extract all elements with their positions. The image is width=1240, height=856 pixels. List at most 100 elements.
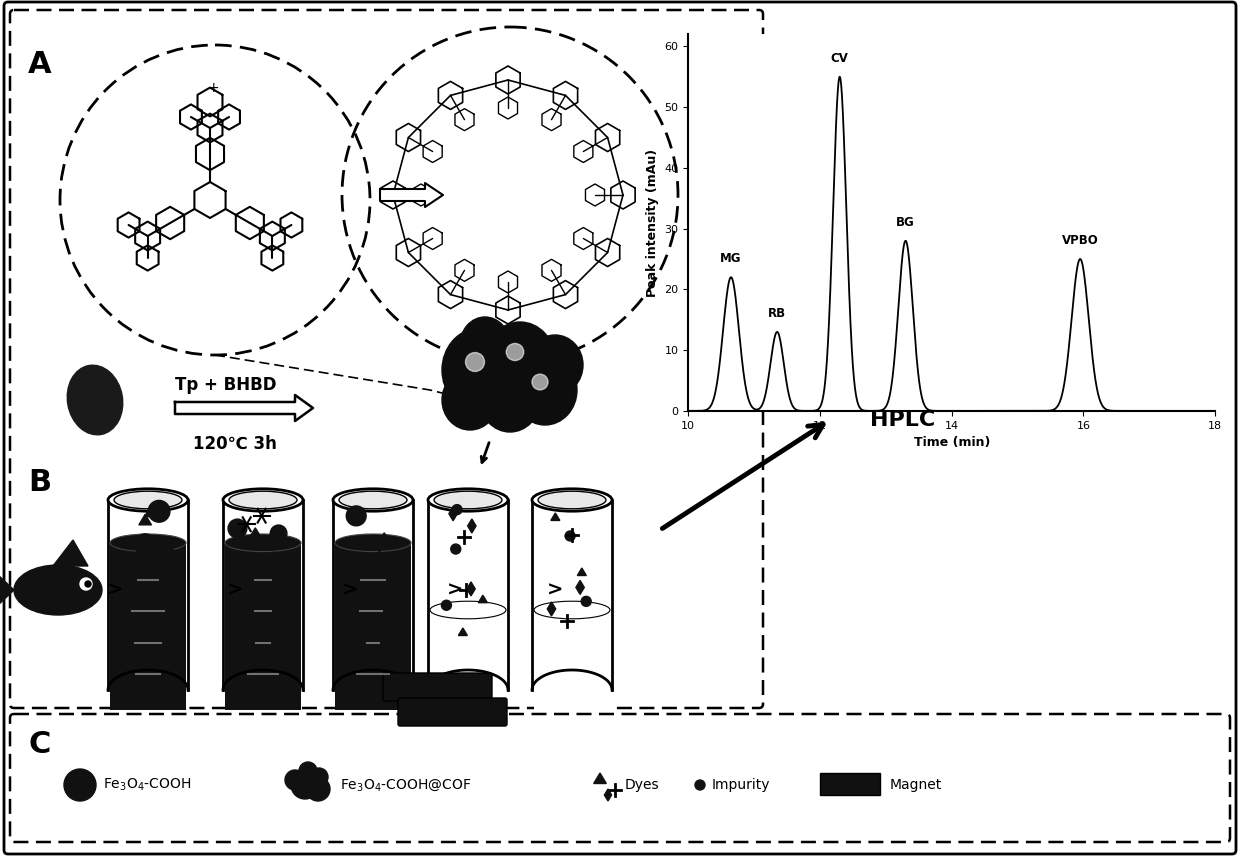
FancyBboxPatch shape xyxy=(4,2,1236,854)
Circle shape xyxy=(270,525,286,542)
Polygon shape xyxy=(604,789,611,801)
FancyBboxPatch shape xyxy=(398,698,507,726)
Polygon shape xyxy=(578,568,587,575)
Text: Dyes: Dyes xyxy=(625,778,660,792)
Bar xyxy=(224,543,301,710)
Circle shape xyxy=(86,581,91,587)
Text: >: > xyxy=(227,580,243,599)
Text: HPLC: HPLC xyxy=(870,410,935,430)
Polygon shape xyxy=(149,544,161,555)
Ellipse shape xyxy=(538,491,606,508)
Circle shape xyxy=(453,505,463,514)
Polygon shape xyxy=(551,513,559,520)
Circle shape xyxy=(148,501,170,522)
FancyBboxPatch shape xyxy=(10,714,1230,842)
Circle shape xyxy=(228,519,247,538)
Bar xyxy=(820,773,880,795)
Ellipse shape xyxy=(224,534,301,551)
Circle shape xyxy=(565,531,575,541)
Polygon shape xyxy=(376,540,383,552)
Text: MG: MG xyxy=(720,252,742,265)
Ellipse shape xyxy=(223,489,303,511)
Ellipse shape xyxy=(339,491,407,508)
Circle shape xyxy=(244,616,265,637)
FancyBboxPatch shape xyxy=(383,673,492,701)
Polygon shape xyxy=(575,580,584,594)
Text: RB: RB xyxy=(768,306,786,320)
X-axis label: Time (min): Time (min) xyxy=(914,437,990,449)
Circle shape xyxy=(355,590,368,603)
Text: A: A xyxy=(29,50,52,79)
Circle shape xyxy=(350,587,366,603)
Ellipse shape xyxy=(108,489,188,511)
Polygon shape xyxy=(381,532,388,544)
Circle shape xyxy=(153,543,174,563)
Text: >: > xyxy=(446,580,464,599)
Text: Impurity: Impurity xyxy=(712,778,770,792)
Ellipse shape xyxy=(527,335,583,395)
Circle shape xyxy=(306,777,330,801)
Circle shape xyxy=(285,770,305,790)
Ellipse shape xyxy=(532,489,613,511)
Circle shape xyxy=(299,762,317,780)
Text: B: B xyxy=(29,468,51,497)
Polygon shape xyxy=(547,602,556,616)
Polygon shape xyxy=(0,558,14,622)
Ellipse shape xyxy=(229,491,298,508)
Circle shape xyxy=(291,771,319,799)
Ellipse shape xyxy=(114,491,182,508)
Ellipse shape xyxy=(460,317,510,373)
Polygon shape xyxy=(379,183,443,207)
Circle shape xyxy=(451,544,461,554)
Text: CV: CV xyxy=(831,51,848,64)
Ellipse shape xyxy=(534,601,610,619)
Circle shape xyxy=(310,768,329,786)
Circle shape xyxy=(582,597,591,606)
Circle shape xyxy=(64,769,95,801)
Polygon shape xyxy=(594,773,606,783)
Circle shape xyxy=(135,534,156,556)
Polygon shape xyxy=(467,519,476,533)
Polygon shape xyxy=(249,528,262,538)
Text: +: + xyxy=(207,81,218,95)
Ellipse shape xyxy=(335,534,410,551)
Polygon shape xyxy=(144,506,157,517)
Circle shape xyxy=(384,591,399,607)
Polygon shape xyxy=(449,507,458,520)
Circle shape xyxy=(81,578,92,590)
Text: C: C xyxy=(29,730,51,759)
Ellipse shape xyxy=(480,368,539,432)
Ellipse shape xyxy=(334,489,413,511)
Circle shape xyxy=(156,588,170,601)
Bar xyxy=(534,610,610,710)
Text: Fe$_3$O$_4$-COOH@COF: Fe$_3$O$_4$-COOH@COF xyxy=(340,777,471,793)
Ellipse shape xyxy=(67,366,123,435)
Ellipse shape xyxy=(428,489,508,511)
Y-axis label: Peak intensity (mAu): Peak intensity (mAu) xyxy=(646,148,658,297)
Ellipse shape xyxy=(430,601,506,619)
Circle shape xyxy=(346,506,366,526)
Text: >: > xyxy=(342,580,358,599)
Polygon shape xyxy=(459,628,467,635)
Text: 120℃ 3h: 120℃ 3h xyxy=(193,435,277,453)
Polygon shape xyxy=(53,540,88,566)
Polygon shape xyxy=(479,595,487,603)
FancyBboxPatch shape xyxy=(10,10,763,708)
Polygon shape xyxy=(175,395,312,421)
Ellipse shape xyxy=(465,353,485,372)
Ellipse shape xyxy=(441,370,498,430)
Ellipse shape xyxy=(441,328,518,412)
Polygon shape xyxy=(139,514,151,525)
Ellipse shape xyxy=(14,565,102,615)
Circle shape xyxy=(272,576,291,596)
Circle shape xyxy=(383,603,399,620)
Text: >: > xyxy=(107,580,123,599)
Text: Tp + BHBD: Tp + BHBD xyxy=(175,376,277,394)
Circle shape xyxy=(694,780,706,790)
Bar xyxy=(335,543,410,710)
Circle shape xyxy=(441,600,451,610)
Polygon shape xyxy=(466,582,475,596)
Text: VPBO: VPBO xyxy=(1061,234,1099,247)
Text: >: > xyxy=(547,580,563,599)
Ellipse shape xyxy=(513,355,577,425)
